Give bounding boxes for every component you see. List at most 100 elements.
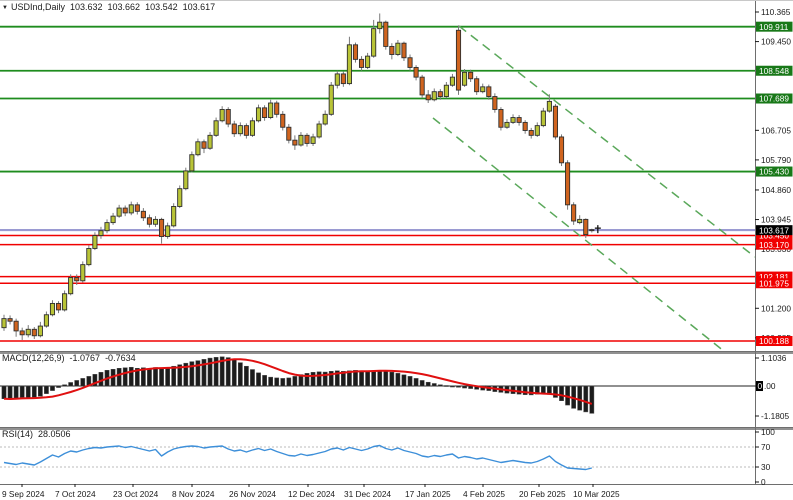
candle — [159, 218, 165, 237]
candle — [25, 328, 31, 336]
macd-signal-value: -0.7634 — [105, 353, 136, 363]
time-axis-label[interactable]: 4 Feb 2025 — [463, 489, 505, 499]
macd-histogram-bar — [577, 385, 583, 411]
candle — [116, 207, 122, 217]
rsi-line — [3, 444, 592, 471]
macd-histogram-bar — [431, 383, 437, 387]
candle — [49, 302, 56, 316]
candle — [134, 204, 140, 212]
macd-histogram-bar — [207, 357, 213, 387]
rsi-indicator-label: RSI(14) 28.0506 — [2, 429, 71, 440]
red-level-axis-label: 100.188 — [759, 336, 789, 346]
macd-histogram-bar — [401, 374, 407, 387]
price-pane[interactable] — [0, 1, 755, 351]
candle — [516, 117, 522, 123]
green-level-axis-label: 108.548 — [759, 66, 789, 76]
candle — [365, 55, 371, 68]
quote-low: 103.542 — [145, 2, 178, 12]
candle — [122, 207, 128, 214]
candle — [401, 42, 407, 59]
macd-histogram-bar — [407, 376, 413, 387]
price-tick-label: 109.450 — [761, 37, 791, 47]
candle — [534, 125, 540, 136]
candle — [1, 318, 7, 329]
candle — [68, 277, 74, 295]
rsi-axis-label: 70 — [761, 442, 771, 452]
macd-histogram-bar — [134, 367, 140, 387]
time-axis-label[interactable]: 10 Mar 2025 — [573, 489, 620, 499]
candle — [243, 125, 249, 136]
candle — [577, 218, 583, 224]
red-level-axis-label-bg — [756, 271, 793, 282]
candle — [213, 120, 219, 136]
time-axis-label[interactable]: 7 Oct 2024 — [55, 489, 96, 499]
macd-histogram-bar — [50, 385, 55, 391]
macd-histogram-bar — [19, 385, 25, 398]
current-price-axis-label-bg — [756, 225, 793, 236]
green-level-axis-label-bg — [756, 166, 793, 177]
pane-separator[interactable] — [0, 427, 793, 430]
candle — [7, 318, 13, 322]
trendline-dashed[interactable] — [458, 25, 756, 258]
rsi-axis-label: 100 — [761, 427, 775, 437]
macd-histogram-bar — [540, 385, 546, 394]
quote-high: 103.662 — [107, 2, 141, 12]
candle — [86, 248, 92, 266]
macd-histogram-bar — [413, 378, 419, 387]
candle — [280, 113, 286, 128]
candle — [425, 94, 431, 101]
candle — [371, 28, 377, 57]
macd-histogram-bar — [153, 367, 158, 387]
candle — [334, 73, 340, 86]
macd-histogram-bar — [425, 381, 431, 387]
macd-histogram-bar — [116, 367, 122, 387]
candle — [546, 100, 552, 112]
time-axis-label[interactable]: 12 Dec 2024 — [288, 489, 335, 499]
candle — [207, 134, 213, 149]
candle — [195, 141, 201, 156]
macd-histogram-bar — [62, 384, 67, 387]
candle — [540, 110, 546, 127]
macd-histogram-bar — [316, 371, 322, 387]
time-axis-label[interactable]: 9 Sep 2024 — [2, 489, 45, 499]
candle — [377, 21, 383, 30]
time-axis-label[interactable]: 23 Oct 2024 — [113, 489, 159, 499]
candle — [407, 57, 413, 68]
macd-histogram-bar — [31, 385, 37, 398]
macd-histogram-bar — [177, 364, 183, 387]
price-tick-label: 106.705 — [761, 125, 791, 135]
macd-pane[interactable] — [0, 354, 755, 427]
macd-histogram-bar — [589, 385, 595, 414]
time-axis-label[interactable]: 20 Feb 2025 — [519, 489, 566, 499]
symbol-timeframe-label: USDInd,Daily — [10, 2, 65, 12]
candle — [171, 206, 177, 227]
candle — [419, 76, 425, 96]
red-level-axis-label: 102.181 — [759, 272, 789, 282]
macd-histogram-bar — [553, 385, 558, 398]
trendline-dashed[interactable] — [432, 117, 726, 353]
macd-histogram-bar — [1, 385, 7, 399]
current-price-axis-label: 103.617 — [759, 225, 789, 235]
macd-histogram-bar — [322, 371, 328, 387]
time-axis-label[interactable]: 8 Nov 2024 — [172, 489, 215, 499]
time-axis-label[interactable]: 17 Jan 2025 — [405, 489, 451, 499]
time-axis-label[interactable]: 26 Nov 2024 — [229, 489, 276, 499]
red-level-axis-label: 103.450 — [759, 231, 789, 241]
rsi-pane[interactable] — [0, 430, 755, 483]
candle — [298, 134, 304, 146]
candle — [346, 44, 352, 85]
macd-histogram-bar — [437, 384, 443, 387]
time-axis-label[interactable]: 31 Dec 2024 — [344, 489, 391, 499]
macd-histogram-bar — [516, 385, 522, 395]
candle — [80, 264, 86, 282]
candle — [589, 229, 595, 232]
macd-histogram-bar — [128, 366, 134, 387]
macd-indicator-label: MACD(12,26,9) -1.0767 -0.7634 — [2, 353, 136, 364]
pane-separator[interactable] — [0, 351, 793, 354]
macd-histogram-bar — [395, 373, 401, 387]
candle — [413, 66, 419, 78]
macd-histogram-bar — [377, 370, 383, 387]
candle — [504, 121, 510, 128]
macd-histogram-bar — [286, 377, 292, 387]
